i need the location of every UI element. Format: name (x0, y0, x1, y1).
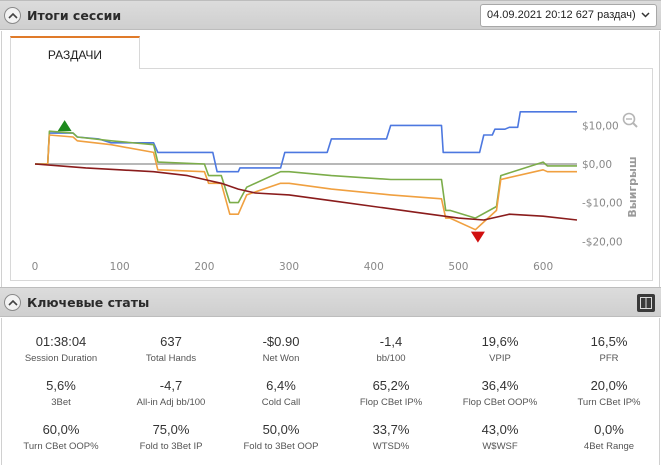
x-tick-label: 300 (279, 261, 299, 273)
stat-label: All-in Adj bb/100 (136, 397, 206, 408)
stat-value: 637 (160, 334, 182, 349)
stat-item: -1,4 bb/100 (336, 334, 446, 364)
stat-value: 36,4% (481, 378, 519, 393)
stat-label: VPIP (489, 353, 511, 364)
stat-label: WTSD% (372, 441, 410, 452)
stat-label: PFR (599, 353, 619, 364)
stat-label: Turn CBet IP% (577, 397, 641, 408)
key-stats-title: Ключевые статы (27, 295, 150, 310)
chart-frame: 0 100 200 300 400 500 600 $10,00 $0,00 -$10,00 -$… (10, 68, 653, 282)
y-tick-label: -$20,00 (582, 236, 623, 248)
stat-item: 65,2% Flop CBet IP% (336, 378, 446, 408)
stat-label: W$WSF (482, 441, 518, 452)
key-stats-header: Ключевые статы (0, 287, 661, 317)
stat-value: 6,4% (266, 378, 296, 393)
stat-value: 0,0% (594, 422, 624, 437)
stat-label: Turn CBet OOP% (23, 441, 99, 452)
chevron-up-icon (8, 299, 18, 306)
series-line (35, 134, 577, 231)
stat-value: 5,6% (46, 378, 76, 393)
stat-value: 60,0% (42, 422, 80, 437)
session-select-value: 04.09.2021 20:12 627 раздач) (487, 9, 636, 21)
stat-label: 3Bet (51, 397, 71, 408)
collapse-stats-button[interactable] (4, 294, 21, 311)
x-tick-label: 0 (32, 261, 39, 273)
session-summary-body: РАЗДАЧИ 0 100 200 300 400 500 600 $10,00 $0,00 -… (1, 31, 660, 287)
stat-label: Total Hands (145, 353, 197, 364)
tab-hands[interactable]: РАЗДАЧИ (10, 36, 140, 69)
y-tick-label: $10,00 (582, 120, 619, 132)
collapse-session-button[interactable] (4, 7, 21, 24)
x-axis-label: Раздачи (279, 281, 332, 282)
stat-item: 01:38:04 Session Duration (6, 334, 116, 364)
y-tick-label: $0,00 (582, 159, 612, 171)
layout-columns-icon (640, 297, 652, 309)
y-tick-label: -$10,00 (582, 198, 623, 210)
zoom-out-icon[interactable] (622, 112, 638, 128)
stat-label: Flop CBet IP% (359, 397, 423, 408)
y-axis-label: Выигрыш (626, 156, 639, 217)
stat-item: 50,0% Fold to 3Bet OOP (226, 422, 336, 452)
chevron-up-icon (8, 12, 18, 19)
stat-item: 43,0% W$WSF (445, 422, 555, 452)
stat-label: Session Duration (24, 353, 98, 364)
stat-label: bb/100 (376, 353, 406, 364)
series-line (35, 130, 577, 219)
stat-item: 60,0% Turn CBet OOP% (6, 422, 116, 452)
min-marker (470, 231, 485, 243)
stat-value: -4,7 (159, 378, 183, 393)
stat-label: Fold to 3Bet IP (139, 441, 203, 452)
stat-label: 4Bet Range (583, 441, 635, 452)
stat-value: -1,4 (379, 334, 403, 349)
stat-item: -$0.90 Net Won (226, 334, 336, 364)
stat-item: 0,0% 4Bet Range (554, 422, 661, 452)
stat-value: 16,5% (590, 334, 628, 349)
stat-item: 5,6% 3Bet (6, 378, 116, 408)
stat-item: 36,4% Flop CBet OOP% (445, 378, 555, 408)
session-select[interactable]: 04.09.2021 20:12 627 раздач) (480, 4, 657, 27)
chevron-down-icon (641, 12, 650, 18)
stat-label: Cold Call (261, 397, 301, 408)
stat-label: Net Won (262, 353, 300, 364)
x-tick-label: 400 (364, 261, 384, 273)
stat-item: 16,5% PFR (554, 334, 661, 364)
stat-value: 65,2% (372, 378, 410, 393)
x-tick-label: 600 (533, 261, 553, 273)
stat-label: Flop CBet OOP% (462, 397, 538, 408)
stat-value: 01:38:04 (35, 334, 87, 349)
session-summary-title: Итоги сессии (27, 8, 122, 23)
stat-value: 75,0% (152, 422, 190, 437)
x-tick-label: 500 (448, 261, 468, 273)
layout-toggle-button[interactable] (637, 294, 655, 312)
stat-item: 20,0% Turn CBet IP% (554, 378, 661, 408)
stat-value: 50,0% (262, 422, 300, 437)
stat-value: -$0.90 (262, 334, 300, 349)
x-tick-label: 100 (110, 261, 130, 273)
stat-label: Fold to 3Bet OOP (243, 441, 319, 452)
session-summary-header: Итоги сессии 04.09.2021 20:12 627 раздач… (0, 0, 661, 30)
stat-value: 33,7% (372, 422, 410, 437)
max-marker (57, 120, 72, 132)
stat-item: 19,6% VPIP (445, 334, 555, 364)
stat-item: -4,7 All-in Adj bb/100 (116, 378, 226, 408)
stat-value: 20,0% (590, 378, 628, 393)
winnings-chart: 0 100 200 300 400 500 600 $10,00 $0,00 -$10,00 -$… (32, 111, 639, 282)
key-stats-body: 01:38:04 Session Duration 637 Total Hands -$… (1, 318, 660, 465)
series-line (34, 163, 578, 221)
stat-item: 75,0% Fold to 3Bet IP (116, 422, 226, 452)
stat-value: 43,0% (481, 422, 519, 437)
stat-item: 33,7% WTSD% (336, 422, 446, 452)
stat-item: 6,4% Cold Call (226, 378, 336, 408)
x-tick-label: 200 (194, 261, 214, 273)
stat-value: 19,6% (481, 334, 519, 349)
stat-item: 637 Total Hands (116, 334, 226, 364)
